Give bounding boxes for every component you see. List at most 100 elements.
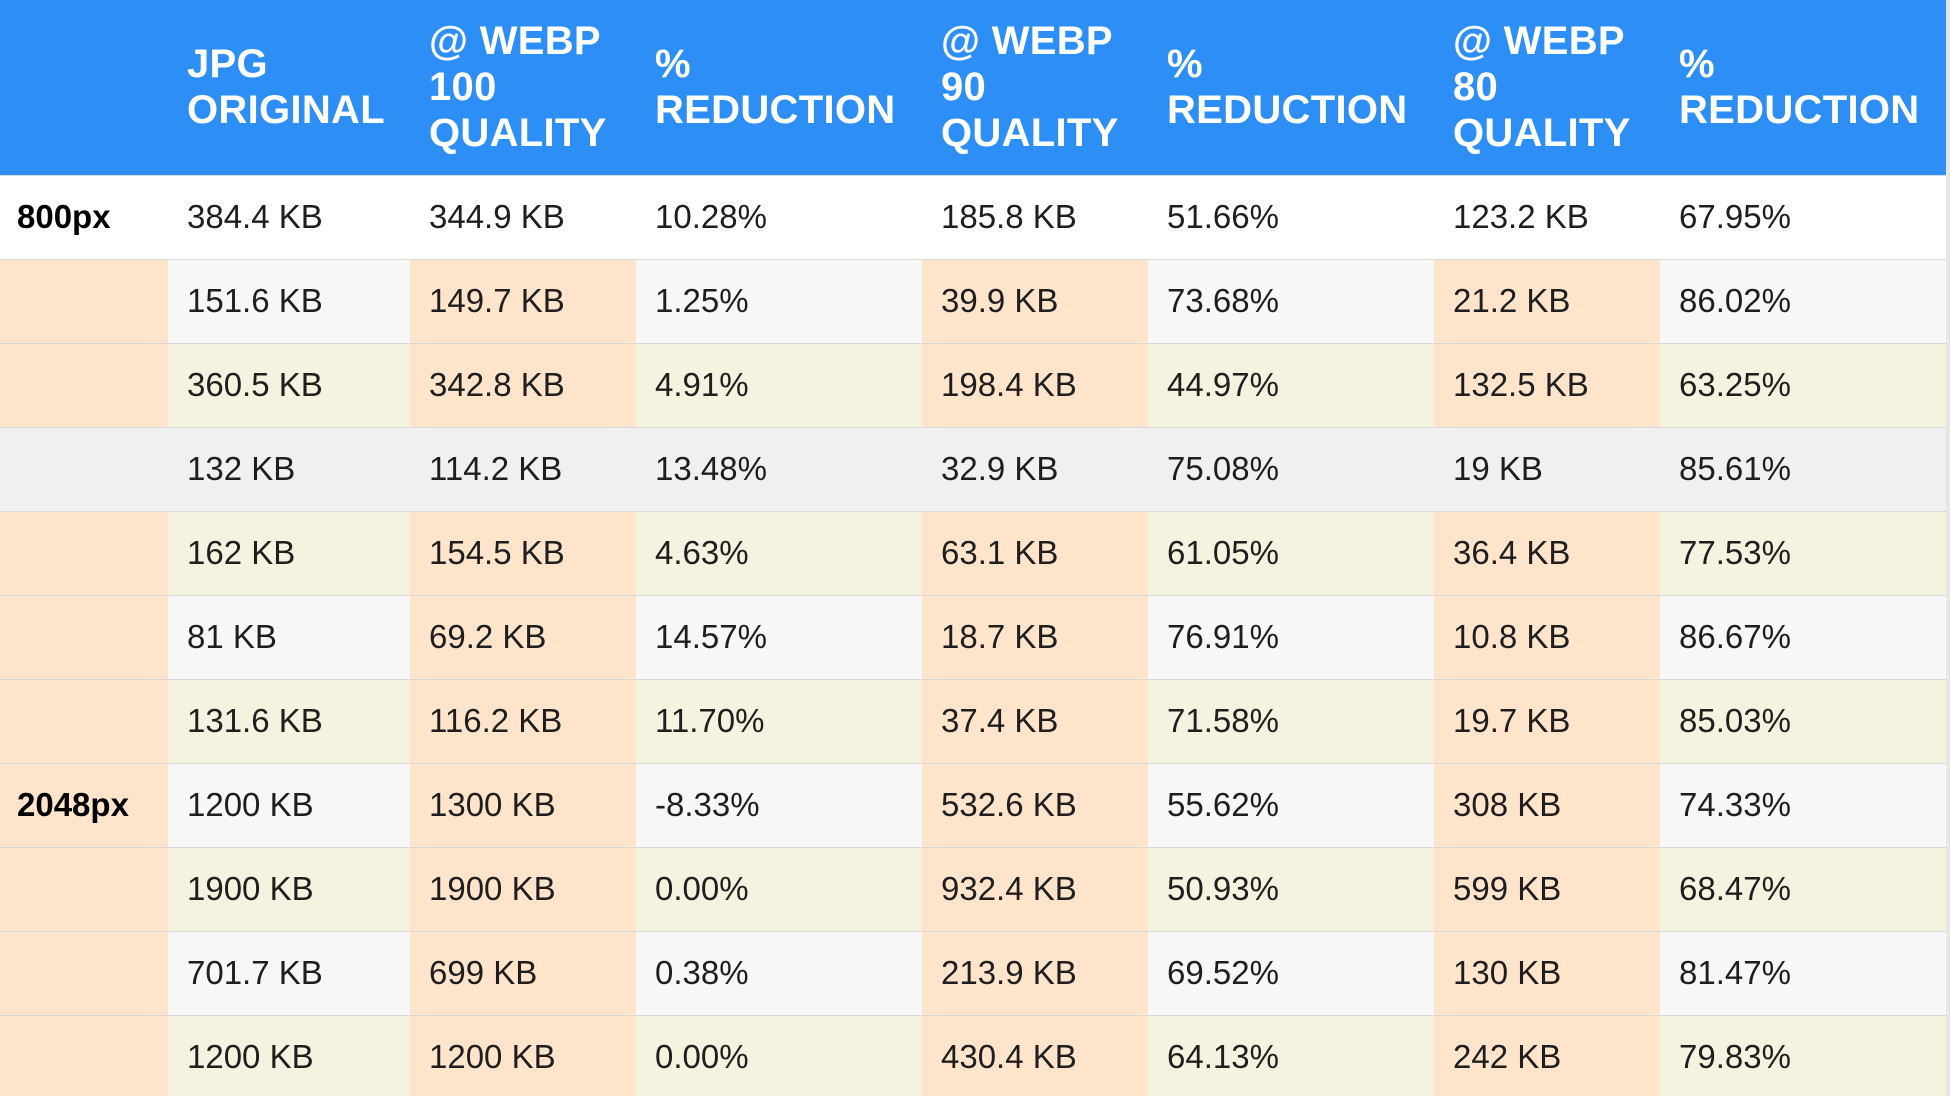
header-blank [0, 0, 168, 175]
webp-80-cell: 242 KB [1434, 1014, 1660, 1096]
webp-100-cell: 149.7 KB [410, 258, 636, 343]
webp-90-cell: 32.9 KB [922, 426, 1148, 511]
webp-90-cell: 37.4 KB [922, 678, 1148, 763]
reduction-100-cell: 0.38% [636, 930, 922, 1015]
reduction-100-cell: 14.57% [636, 594, 922, 679]
webp-100-cell: 1300 KB [410, 762, 636, 847]
row-size-label: 800px [0, 174, 168, 259]
header-reduction-80: % REDUCTION [1660, 0, 1946, 175]
webp-100-cell: 154.5 KB [410, 510, 636, 595]
webp-90-cell: 532.6 KB [922, 762, 1148, 847]
reduction-90-cell: 64.13% [1148, 1014, 1434, 1096]
webp-90-cell: 213.9 KB [922, 930, 1148, 1015]
webp-90-cell: 430.4 KB [922, 1014, 1148, 1096]
table-row: 1200 KB 1200 KB 0.00% 430.4 KB 64.13% 242 KB 7… [0, 1014, 1946, 1096]
webp-90-cell: 18.7 KB [922, 594, 1148, 679]
row-size-label [0, 342, 168, 427]
webp-80-cell: 10.8 KB [1434, 594, 1660, 679]
webp-100-cell: 1900 KB [410, 846, 636, 931]
reduction-90-cell: 51.66% [1148, 174, 1434, 259]
webp-100-cell: 114.2 KB [410, 426, 636, 511]
reduction-100-cell: 1.25% [636, 258, 922, 343]
reduction-90-cell: 71.58% [1148, 678, 1434, 763]
reduction-80-cell: 86.02% [1660, 258, 1946, 343]
row-size-label [0, 846, 168, 931]
webp-80-cell: 599 KB [1434, 846, 1660, 931]
jpg-original-cell: 384.4 KB [168, 174, 410, 259]
reduction-80-cell: 81.47% [1660, 930, 1946, 1015]
webp-80-cell: 21.2 KB [1434, 258, 1660, 343]
jpg-original-cell: 1900 KB [168, 846, 410, 931]
reduction-80-cell: 85.61% [1660, 426, 1946, 511]
reduction-90-cell: 44.97% [1148, 342, 1434, 427]
webp-90-cell: 932.4 KB [922, 846, 1148, 931]
reduction-100-cell: 13.48% [636, 426, 922, 511]
reduction-90-cell: 69.52% [1148, 930, 1434, 1015]
table-row: 151.6 KB 149.7 KB 1.25% 39.9 KB 73.68% 21.2 K… [0, 258, 1946, 343]
row-size-label [0, 678, 168, 763]
row-size-label [0, 258, 168, 343]
reduction-90-cell: 76.91% [1148, 594, 1434, 679]
header-jpg-original: JPG ORIGINAL [168, 0, 410, 175]
reduction-80-cell: 74.33% [1660, 762, 1946, 847]
reduction-100-cell: 0.00% [636, 1014, 922, 1096]
reduction-100-cell: 4.91% [636, 342, 922, 427]
webp-80-cell: 36.4 KB [1434, 510, 1660, 595]
header-reduction-90: % REDUCTION [1148, 0, 1434, 175]
header-row: JPG ORIGINAL @ WEBP 100 QUALITY % REDUCTIO… [0, 0, 1946, 175]
right-edge-divider [1946, 0, 1950, 1096]
table-header: JPG ORIGINAL @ WEBP 100 QUALITY % REDUCTIO… [0, 0, 1946, 175]
jpg-original-cell: 131.6 KB [168, 678, 410, 763]
reduction-90-cell: 75.08% [1148, 426, 1434, 511]
webp-90-cell: 39.9 KB [922, 258, 1148, 343]
jpg-original-cell: 151.6 KB [168, 258, 410, 343]
table-row: 81 KB 69.2 KB 14.57% 18.7 KB 76.91% 10.8 KB 86… [0, 594, 1946, 679]
webp-100-cell: 699 KB [410, 930, 636, 1015]
webp-100-cell: 69.2 KB [410, 594, 636, 679]
reduction-90-cell: 50.93% [1148, 846, 1434, 931]
reduction-80-cell: 86.67% [1660, 594, 1946, 679]
table-row: 2048px 1200 KB 1300 KB -8.33% 532.6 KB 55.62%… [0, 762, 1946, 847]
webp-100-cell: 1200 KB [410, 1014, 636, 1096]
reduction-100-cell: 10.28% [636, 174, 922, 259]
reduction-90-cell: 61.05% [1148, 510, 1434, 595]
header-webp-80-quality: @ WEBP 80 QUALITY [1434, 0, 1660, 175]
row-size-label [0, 426, 168, 511]
webp-100-cell: 344.9 KB [410, 174, 636, 259]
jpg-original-cell: 81 KB [168, 594, 410, 679]
jpg-original-cell: 1200 KB [168, 1014, 410, 1096]
webp-80-cell: 19.7 KB [1434, 678, 1660, 763]
webp-90-cell: 63.1 KB [922, 510, 1148, 595]
webp-90-cell: 198.4 KB [922, 342, 1148, 427]
reduction-90-cell: 55.62% [1148, 762, 1434, 847]
reduction-100-cell: -8.33% [636, 762, 922, 847]
reduction-80-cell: 63.25% [1660, 342, 1946, 427]
webp-80-cell: 308 KB [1434, 762, 1660, 847]
jpg-original-cell: 162 KB [168, 510, 410, 595]
header-webp-100-quality: @ WEBP 100 QUALITY [410, 0, 636, 175]
webp-80-cell: 123.2 KB [1434, 174, 1660, 259]
table-row: 1900 KB 1900 KB 0.00% 932.4 KB 50.93% 599 KB 6… [0, 846, 1946, 931]
reduction-80-cell: 79.83% [1660, 1014, 1946, 1096]
row-size-label: 2048px [0, 762, 168, 847]
jpg-original-cell: 1200 KB [168, 762, 410, 847]
webp-90-cell: 185.8 KB [922, 174, 1148, 259]
jpg-original-cell: 360.5 KB [168, 342, 410, 427]
webp-80-cell: 130 KB [1434, 930, 1660, 1015]
table-row: 162 KB 154.5 KB 4.63% 63.1 KB 61.05% 36.4 KB 7… [0, 510, 1946, 595]
reduction-80-cell: 68.47% [1660, 846, 1946, 931]
row-size-label [0, 930, 168, 1015]
webp-100-cell: 342.8 KB [410, 342, 636, 427]
table-row: 360.5 KB 342.8 KB 4.91% 198.4 KB 44.97% 132.5… [0, 342, 1946, 427]
table-row: 701.7 KB 699 KB 0.38% 213.9 KB 69.52% 130 KB 8… [0, 930, 1946, 1015]
row-size-label [0, 1014, 168, 1096]
reduction-100-cell: 0.00% [636, 846, 922, 931]
webp-100-cell: 116.2 KB [410, 678, 636, 763]
table-row: 800px 384.4 KB 344.9 KB 10.28% 185.8 KB 51.66… [0, 174, 1946, 259]
table-row: 131.6 KB 116.2 KB 11.70% 37.4 KB 71.58% 19.7 … [0, 678, 1946, 763]
jpg-original-cell: 132 KB [168, 426, 410, 511]
reduction-90-cell: 73.68% [1148, 258, 1434, 343]
row-size-label [0, 594, 168, 679]
